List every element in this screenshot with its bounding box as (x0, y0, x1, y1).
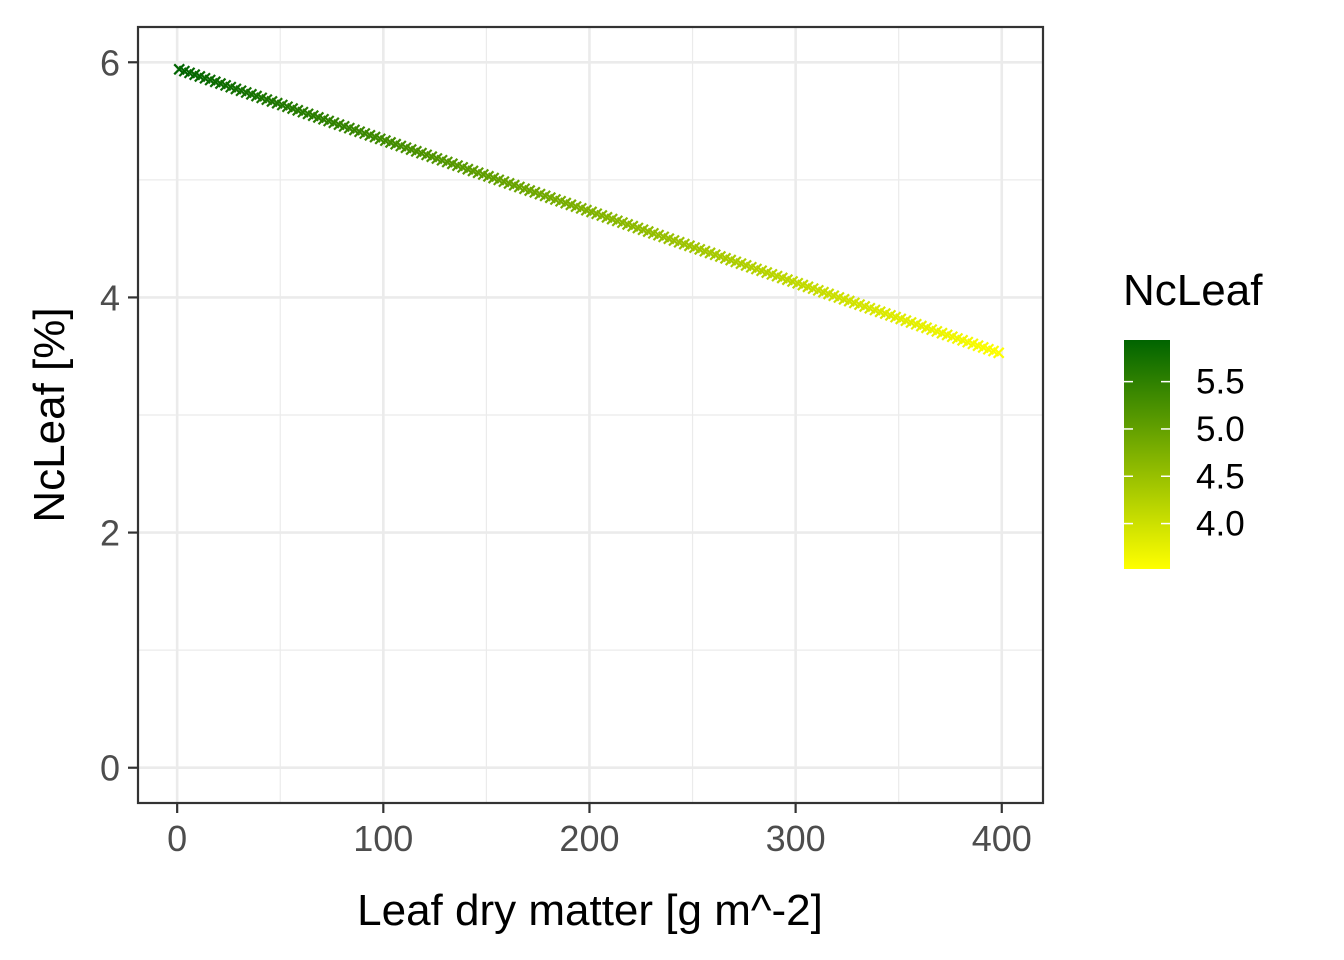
legend-tick-label: 5.0 (1196, 410, 1245, 449)
legend-tick-label: 4.5 (1196, 457, 1245, 496)
x-tick-label: 300 (766, 818, 826, 859)
x-axis-title: Leaf dry matter [g m^-2] (357, 886, 823, 935)
y-axis-ticks: 0 2 4 6 (100, 42, 138, 789)
legend-title: NcLeaf (1123, 266, 1263, 315)
data-points (173, 63, 1005, 359)
legend-ticks: 5.5 5.0 4.5 4.0 (1124, 363, 1245, 544)
grid-lines (138, 27, 1043, 803)
y-tick-label: 6 (100, 42, 120, 83)
x-tick-label: 0 (167, 818, 187, 859)
x-tick-label: 100 (353, 818, 413, 859)
legend-tick-label: 4.0 (1196, 505, 1245, 544)
y-tick-label: 2 (100, 513, 120, 554)
legend-colorbar (1124, 340, 1170, 569)
y-tick-label: 4 (100, 277, 120, 318)
x-axis-ticks: 0 100 200 300 400 (167, 803, 1032, 859)
legend-tick-label: 5.5 (1196, 363, 1245, 402)
y-tick-label: 0 (100, 748, 120, 789)
x-tick-label: 200 (559, 818, 619, 859)
data-point (992, 347, 1005, 359)
y-axis-title: NcLeaf [%] (25, 307, 74, 522)
x-tick-label: 400 (972, 818, 1032, 859)
legend: NcLeaf 5.5 5.0 4.5 4.0 (1123, 266, 1263, 569)
